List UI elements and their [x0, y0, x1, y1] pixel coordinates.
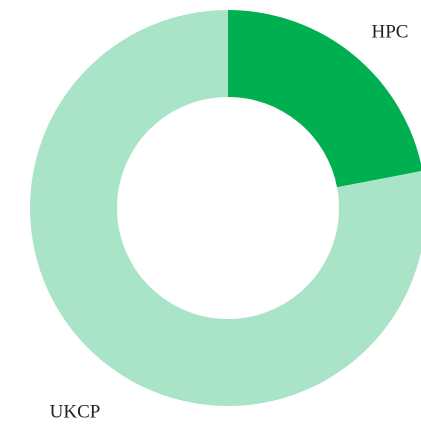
donut-segment — [228, 10, 421, 188]
segment-label: HPC — [372, 21, 409, 42]
donut-segment — [30, 10, 421, 406]
segment-label: UKCP — [50, 401, 101, 422]
